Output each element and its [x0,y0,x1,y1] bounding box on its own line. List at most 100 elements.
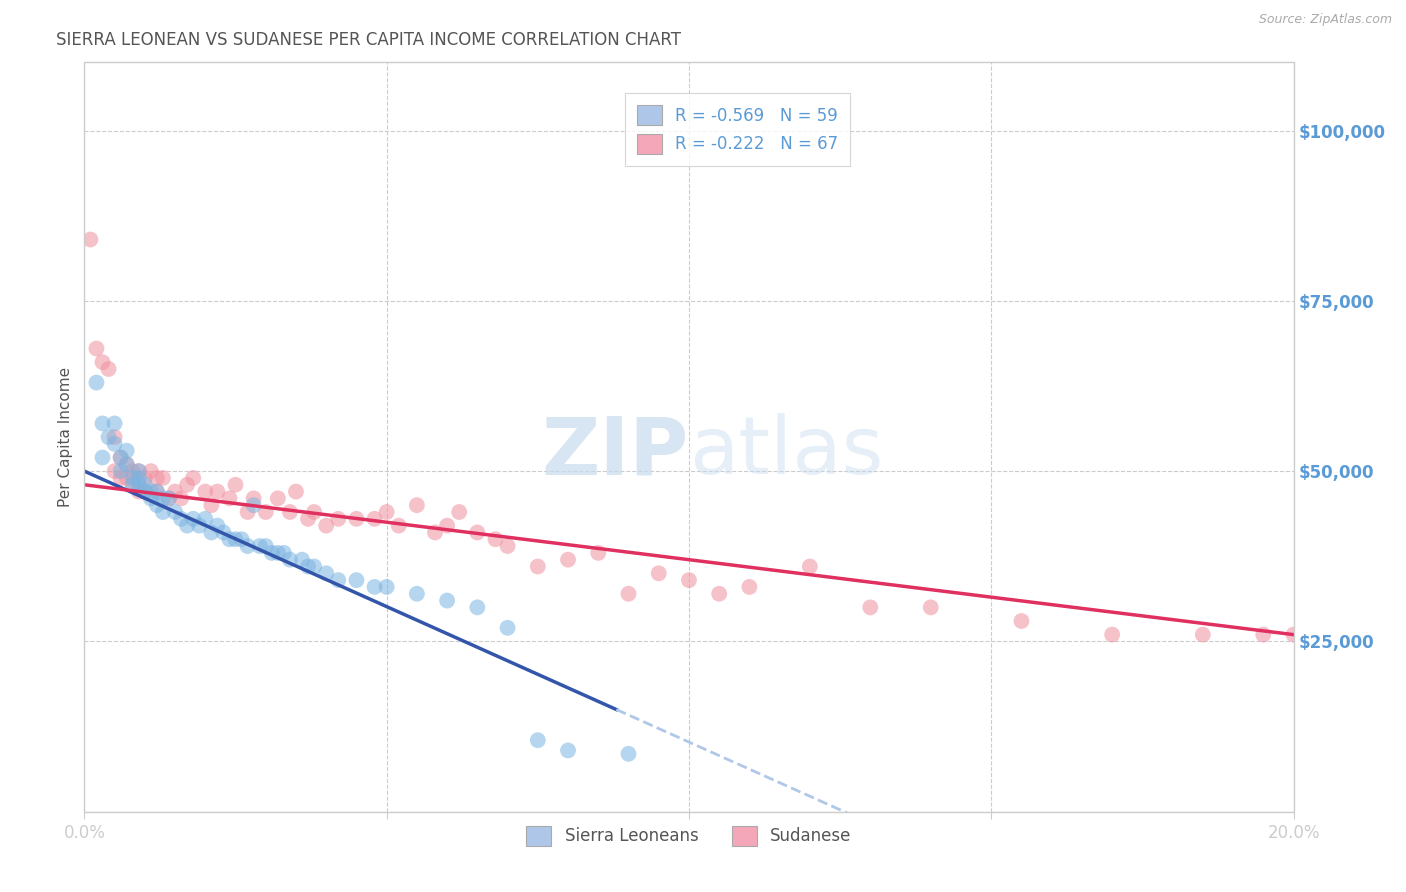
Point [134,471,156,485]
Point [406,498,429,512]
Point [134,484,156,499]
Point [315,566,337,581]
Point [176,477,198,491]
Point [200,525,222,540]
Point [406,587,429,601]
Point [104,464,127,478]
Point [1282,627,1305,641]
Point [86,342,108,356]
Point [157,491,180,506]
Bar [84,62,1294,812]
Point [254,539,277,553]
Point [859,600,882,615]
Point [97,430,120,444]
Point [484,533,506,547]
Point [236,539,259,553]
Point [128,464,150,478]
Point [242,498,264,512]
Point [200,498,222,512]
Point [328,573,350,587]
Point [207,518,229,533]
Point [267,491,290,506]
Point [139,484,162,499]
Point [104,430,127,444]
Point [115,443,138,458]
Point [242,491,264,506]
Point [146,471,169,485]
Point [920,600,942,615]
Point [260,546,283,560]
Point [152,505,174,519]
Point [181,512,204,526]
Point [218,533,240,547]
Point [91,450,114,465]
Point [375,505,398,519]
Point [128,464,150,478]
Point [496,621,519,635]
Point [181,471,204,485]
Point [134,477,156,491]
Point [110,450,132,465]
Point [375,580,398,594]
Point [115,458,138,472]
Point [527,559,550,574]
Point [170,512,193,526]
Point [449,505,471,519]
Point [302,505,325,519]
Point [91,355,114,369]
Point [315,518,337,533]
Point [388,518,411,533]
Point [121,464,143,478]
Point [188,518,211,533]
Point [121,471,143,485]
Point [121,477,143,491]
Point [170,491,193,506]
Point [436,518,458,533]
Point [557,552,579,566]
Point [236,505,259,519]
Point [139,491,162,506]
Point [328,512,350,526]
Y-axis label: Per Capita Income: Per Capita Income [58,367,73,508]
Point [249,539,271,553]
Point [146,484,169,499]
Point [157,491,180,506]
Point [165,505,187,519]
Point [225,477,247,491]
Point [194,484,217,499]
Point [134,484,156,499]
Point [115,471,138,485]
Point [128,477,150,491]
Point [231,533,253,547]
Point [588,546,610,560]
Point [363,580,385,594]
Point [110,464,132,478]
Point [86,376,108,390]
Point [467,600,489,615]
Point [176,518,198,533]
Point [121,477,143,491]
Point [91,417,114,431]
Point [1253,627,1275,641]
Point [146,498,169,512]
Point [291,552,314,566]
Text: atlas: atlas [689,413,883,491]
Point [110,450,132,465]
Point [225,533,247,547]
Point [128,484,150,499]
Point [273,546,295,560]
Point [285,484,308,499]
Point [346,512,368,526]
Point [617,747,640,761]
Point [297,559,319,574]
Point [104,437,127,451]
Point [1101,627,1123,641]
Point [799,559,821,574]
Point [297,512,319,526]
Text: SIERRA LEONEAN VS SUDANESE PER CAPITA INCOME CORRELATION CHART: SIERRA LEONEAN VS SUDANESE PER CAPITA IN… [56,31,682,49]
Point [1011,614,1033,628]
Point [436,593,458,607]
Point [678,573,700,587]
Point [267,546,290,560]
Point [346,573,368,587]
